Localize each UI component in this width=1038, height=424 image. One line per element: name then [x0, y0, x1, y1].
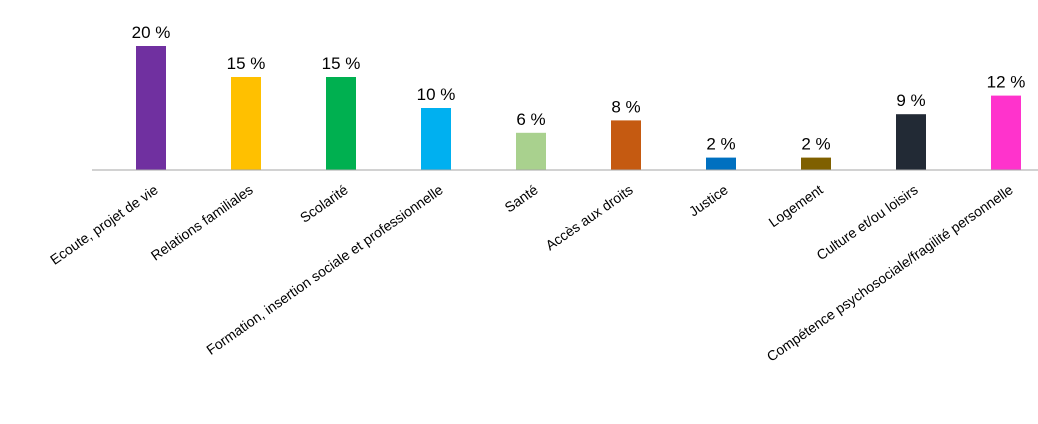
bar-2 — [326, 77, 356, 170]
value-label-6: 2 % — [706, 135, 735, 154]
value-label-3: 10 % — [417, 85, 456, 104]
bar-0 — [136, 46, 166, 170]
value-labels-layer: 20 % 15 % 15 % 10 % 6 % 8 % 2 % 2 % 9 % 12 % — [132, 23, 1026, 154]
value-label-4: 6 % — [516, 110, 545, 129]
bar-3 — [421, 108, 451, 170]
category-label-8: Culture et/ou loisirs — [813, 181, 920, 263]
value-label-1: 15 % — [227, 54, 266, 73]
bars-layer — [136, 46, 1021, 170]
category-label-6: Justice — [686, 181, 731, 219]
category-label-1: Relations familiales — [148, 181, 256, 263]
bar-8 — [896, 114, 926, 170]
value-label-7: 2 % — [801, 135, 830, 154]
value-label-5: 8 % — [611, 97, 640, 116]
bar-7 — [801, 157, 831, 170]
bar-4 — [516, 132, 546, 170]
category-label-0: Ecoute, projet de vie — [47, 181, 161, 267]
value-label-9: 12 % — [987, 73, 1026, 92]
category-label-4: Santé — [502, 181, 541, 215]
category-label-5: Accès aux droits — [542, 181, 635, 253]
bar-5 — [611, 120, 641, 170]
category-label-2: Scolarité — [297, 181, 351, 225]
bar-6 — [706, 157, 736, 170]
value-label-8: 9 % — [896, 91, 925, 110]
category-label-7: Logement — [766, 181, 826, 230]
bar-1 — [231, 77, 261, 170]
value-label-2: 15 % — [322, 54, 361, 73]
bar-9 — [991, 95, 1021, 170]
value-label-0: 20 % — [132, 23, 171, 42]
